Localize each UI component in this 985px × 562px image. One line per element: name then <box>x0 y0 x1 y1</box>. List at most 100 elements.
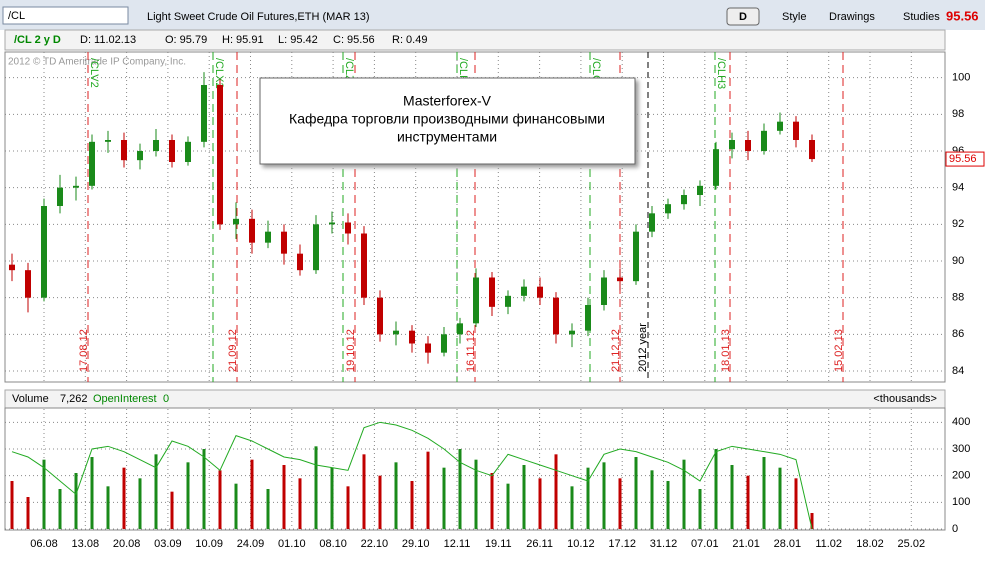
volume-bar <box>474 459 478 529</box>
volume-bar <box>346 486 350 529</box>
year-label: 2012 year <box>637 323 649 372</box>
candle-body <box>793 121 799 140</box>
y-tick-label: 100 <box>952 496 970 508</box>
x-tick-label: 31.12 <box>650 538 678 550</box>
volume-bar <box>58 489 62 529</box>
volume-bar <box>410 481 414 529</box>
candle-body <box>169 140 175 162</box>
description: Light Sweet Crude Oil Futures,ETH (MAR 1… <box>147 11 370 23</box>
info-bar <box>4 29 946 51</box>
oi-last: 0 <box>163 393 169 405</box>
expiry-label: /CLV2 <box>88 58 100 88</box>
y-tick-label: 0 <box>952 523 958 535</box>
candle-body <box>761 130 767 151</box>
rollover-label: 17.08.12 <box>78 329 90 372</box>
volume-bar <box>586 467 590 529</box>
period-button[interactable] <box>726 7 760 26</box>
x-tick-label: 26.11 <box>526 538 553 550</box>
rollover-label: 19.10.12 <box>345 329 357 372</box>
volume-bar <box>378 475 382 529</box>
y-tick-label: 84 <box>952 365 964 377</box>
volume-pane <box>4 407 946 531</box>
volume-bar <box>506 483 510 529</box>
candle-body <box>217 85 223 225</box>
volume-bar <box>458 449 462 529</box>
volume-bar <box>186 462 190 529</box>
volume-bar <box>42 459 46 529</box>
symbol-box[interactable] <box>2 6 129 25</box>
candle-body <box>393 330 399 335</box>
candle-body <box>153 140 159 151</box>
volume-bar <box>394 462 398 529</box>
candle-body <box>809 140 815 160</box>
candle-body <box>617 277 623 282</box>
y-tick-label: 86 <box>952 328 964 340</box>
x-tick-label: 20.08 <box>113 538 141 550</box>
candle-body <box>297 253 303 271</box>
candle-body <box>553 297 559 335</box>
candle-body <box>409 330 415 344</box>
info-open: O: 95.79 <box>165 34 207 46</box>
last-price: 95.56 <box>946 8 979 23</box>
volume-bar <box>74 473 78 529</box>
rollover-label: 15.02.13 <box>833 329 845 372</box>
x-tick-label: 07.01 <box>691 538 719 550</box>
symbol: /CL <box>8 10 25 22</box>
candle-body <box>633 231 639 282</box>
candle-body <box>665 204 671 214</box>
volume-bar <box>106 486 110 529</box>
candle-body <box>681 195 687 205</box>
volume-bar <box>90 457 94 529</box>
volume-bar <box>122 467 126 529</box>
open-interest-line <box>11 421 813 530</box>
volume-bar <box>202 449 206 529</box>
volume-bar <box>170 491 174 529</box>
candle-body <box>281 231 287 254</box>
x-tick-label: 21.01 <box>732 538 760 550</box>
volume-bar <box>714 449 718 529</box>
candle-body <box>537 286 543 298</box>
volume-bar <box>10 481 14 529</box>
price-tag-text: 95.56 <box>949 153 977 165</box>
candle-body <box>249 218 255 243</box>
y-tick-label: 90 <box>952 255 964 267</box>
volume-bar <box>522 465 526 529</box>
candle-body <box>73 185 79 188</box>
volume-bar <box>698 489 702 529</box>
annotation-text: Masterforex-V <box>403 93 492 109</box>
toolbar <box>0 0 985 30</box>
candle-body <box>745 140 751 151</box>
x-tick-label: 24.09 <box>237 538 265 550</box>
info-range: R: 0.49 <box>392 34 427 46</box>
volume-bar <box>26 497 30 529</box>
candle-body <box>697 185 703 195</box>
candle-body <box>121 140 127 161</box>
candle-body <box>313 224 319 271</box>
volume-bar <box>314 446 318 529</box>
candle-body <box>441 334 447 353</box>
candle-body <box>601 277 607 305</box>
candle-body <box>185 141 191 162</box>
candle-body <box>521 286 527 296</box>
studies-button[interactable]: Studies <box>903 11 940 23</box>
candle-body <box>137 151 143 161</box>
x-tick-label: 29.10 <box>402 538 430 550</box>
volume-bar <box>490 473 494 529</box>
candle-body <box>89 141 95 186</box>
x-tick-label: 03.09 <box>154 538 182 550</box>
volume-bar <box>138 478 142 529</box>
volume-bar <box>602 462 606 529</box>
drawings-button[interactable]: Drawings <box>829 11 875 23</box>
annotation-text: Кафедра торговли производными финансовым… <box>289 111 605 127</box>
volume-bar <box>442 467 446 529</box>
candle-body <box>585 305 591 331</box>
info-high: H: 95.91 <box>222 34 264 46</box>
x-tick-label: 28.01 <box>774 538 802 550</box>
expiry-label: /CLH3 <box>715 58 727 89</box>
candle-body <box>57 187 63 206</box>
volume-bar <box>298 478 302 529</box>
volume-bar <box>794 478 798 529</box>
y-tick-label: 98 <box>952 108 964 120</box>
style-button[interactable]: Style <box>782 11 806 23</box>
volume-bar <box>330 467 334 529</box>
